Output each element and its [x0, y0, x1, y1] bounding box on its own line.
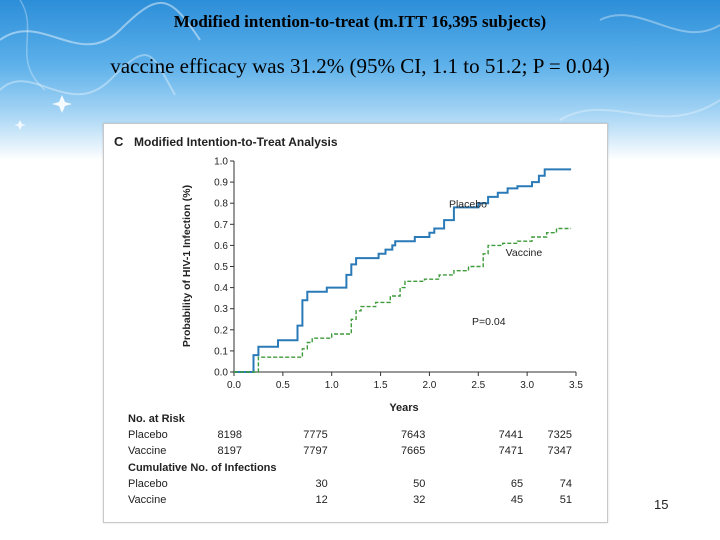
p-value-annotation: P=0.04	[472, 316, 506, 328]
risk-table-row-label: Vaccine	[128, 445, 166, 457]
chart-panel: C Modified Intention-to-Treat Analysis P…	[103, 123, 608, 523]
chart-title: Modified Intention-to-Treat Analysis	[134, 135, 338, 149]
infection-table-cell: 65	[511, 478, 523, 490]
km-chart: C Modified Intention-to-Treat Analysis P…	[114, 134, 583, 506]
x-tick-label: 0.5	[276, 380, 290, 391]
risk-table-cell: 7325	[548, 429, 572, 441]
series-line-placebo	[234, 168, 572, 373]
risk-table-cell: 7347	[548, 445, 572, 457]
risk-table-cell: 7665	[401, 445, 425, 457]
infection-table-row-label: Vaccine	[128, 494, 166, 506]
y-tick-label: 0.8	[214, 199, 228, 210]
decorative-swirls	[0, 0, 720, 130]
infection-table-cell: 32	[413, 494, 425, 506]
x-tick-label: 3.0	[520, 380, 534, 391]
risk-table-cell: 7441	[499, 429, 523, 441]
y-tick-label: 0.9	[214, 178, 228, 189]
x-tick-label: 0.0	[227, 380, 241, 391]
slide-title: Modified intention-to-treat (m.ITT 16,39…	[173, 12, 547, 31]
y-tick-label: 0.4	[214, 283, 228, 294]
panel-letter: C	[114, 134, 124, 149]
x-tick-label: 1.0	[325, 380, 339, 391]
x-tick-label: 2.5	[471, 380, 485, 391]
y-tick-label: 0.1	[214, 346, 228, 357]
tables: No. at Risk Placebo 8198 7775 7643 7441 7325 Va…	[128, 413, 572, 506]
y-tick-label: 0.7	[214, 220, 228, 231]
axes: 0.0 0.1 0.2 0.3 0.4 0.5 0.6 0.7 0.8 0.9 1.0 0.0 0.5 1…	[214, 157, 583, 392]
x-axis-label: Years	[389, 402, 418, 414]
slide-subtitle: vaccine efficacy was 31.2% (95% CI, 1.1 …	[110, 54, 610, 78]
y-tick-label: 0.2	[214, 325, 228, 336]
infection-table-cell: 74	[560, 478, 572, 490]
risk-table-cell: 7775	[303, 429, 327, 441]
infection-table-row-label: Placebo	[128, 478, 168, 490]
x-tick-label: 1.5	[374, 380, 388, 391]
risk-table-row-label: Placebo	[128, 429, 168, 441]
x-tick-label: 3.5	[569, 380, 583, 391]
series-label-vaccine: Vaccine	[506, 247, 543, 259]
sparkle-icon	[14, 120, 26, 130]
infection-table-cell: 51	[560, 494, 572, 506]
y-tick-label: 0.5	[214, 262, 228, 273]
risk-table-cell: 8198	[218, 429, 242, 441]
risk-table-cell: 7643	[401, 429, 425, 441]
y-axis-label: Probability of HIV-1 Infection (%)	[181, 185, 193, 347]
infection-table-cell: 50	[413, 478, 425, 490]
y-tick-label: 1.0	[214, 157, 228, 168]
page-number: 15	[654, 497, 669, 512]
infection-table-cell: 30	[315, 478, 327, 490]
risk-table-cell: 8197	[218, 445, 242, 457]
infection-table-cell: 12	[315, 494, 327, 506]
infection-table-title: Cumulative No. of Infections	[128, 462, 277, 474]
risk-table-title: No. at Risk	[128, 413, 186, 425]
series-label-placebo: Placebo	[449, 199, 487, 211]
infection-table-cell: 45	[511, 494, 523, 506]
risk-table-cell: 7797	[303, 445, 327, 457]
y-tick-label: 0.6	[214, 241, 228, 252]
y-tick-label: 0.0	[214, 368, 228, 379]
x-tick-label: 2.0	[422, 380, 436, 391]
risk-table-cell: 7471	[499, 445, 523, 457]
sparkle-icon	[52, 95, 72, 113]
series-group: Placebo Vaccine	[234, 168, 572, 373]
series-line-vaccine	[234, 227, 572, 373]
y-tick-label: 0.3	[214, 304, 228, 315]
